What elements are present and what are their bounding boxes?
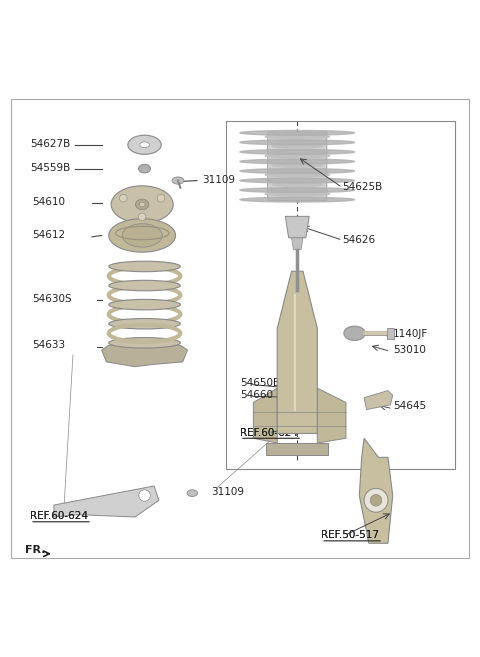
- Ellipse shape: [240, 178, 355, 183]
- Polygon shape: [277, 271, 317, 434]
- Polygon shape: [317, 388, 346, 443]
- Polygon shape: [360, 438, 393, 543]
- Text: 54612: 54612: [33, 231, 66, 240]
- Polygon shape: [253, 388, 277, 443]
- Ellipse shape: [344, 326, 365, 340]
- Polygon shape: [285, 216, 309, 238]
- Ellipse shape: [128, 135, 161, 154]
- Bar: [226, 121, 455, 469]
- Ellipse shape: [187, 490, 198, 497]
- Text: REF.60-624: REF.60-624: [30, 511, 88, 521]
- Ellipse shape: [109, 281, 180, 291]
- Ellipse shape: [135, 199, 149, 210]
- Ellipse shape: [265, 154, 329, 158]
- Bar: [266, 443, 328, 455]
- Ellipse shape: [240, 197, 355, 202]
- Text: REF.60-624: REF.60-624: [240, 428, 298, 438]
- Circle shape: [120, 194, 127, 202]
- Circle shape: [157, 194, 165, 202]
- Text: 54610: 54610: [33, 197, 65, 207]
- Polygon shape: [364, 390, 393, 409]
- Ellipse shape: [240, 159, 355, 164]
- Ellipse shape: [240, 188, 355, 193]
- Text: 54625B: 54625B: [343, 182, 383, 193]
- Circle shape: [138, 213, 146, 221]
- Circle shape: [370, 495, 382, 506]
- Ellipse shape: [240, 169, 355, 173]
- Polygon shape: [102, 345, 188, 367]
- FancyBboxPatch shape: [268, 132, 327, 200]
- Ellipse shape: [272, 164, 323, 167]
- Text: 54645: 54645: [393, 401, 426, 411]
- Ellipse shape: [109, 300, 180, 310]
- Text: 54630S: 54630S: [33, 294, 72, 304]
- Text: REF.50-517: REF.50-517: [321, 530, 379, 540]
- Ellipse shape: [240, 140, 355, 145]
- Text: 54627B: 54627B: [30, 139, 70, 149]
- Ellipse shape: [139, 164, 151, 173]
- Text: REF.50-517: REF.50-517: [321, 530, 379, 540]
- Ellipse shape: [272, 183, 323, 187]
- Ellipse shape: [272, 145, 323, 148]
- Ellipse shape: [109, 219, 176, 252]
- Ellipse shape: [140, 142, 149, 148]
- Ellipse shape: [265, 173, 329, 177]
- Circle shape: [364, 488, 388, 512]
- Ellipse shape: [109, 338, 180, 348]
- Text: 1140JF: 1140JF: [393, 329, 428, 339]
- Text: 54660: 54660: [240, 390, 273, 400]
- Text: REF.60-624: REF.60-624: [240, 428, 298, 438]
- Ellipse shape: [122, 224, 162, 247]
- Text: FR.: FR.: [25, 545, 46, 555]
- Polygon shape: [54, 486, 159, 517]
- Polygon shape: [291, 238, 303, 250]
- Text: 54650B: 54650B: [240, 378, 280, 388]
- Ellipse shape: [265, 135, 329, 139]
- Ellipse shape: [109, 261, 180, 272]
- Text: 31109: 31109: [211, 487, 244, 497]
- Ellipse shape: [265, 192, 329, 196]
- Text: 54633: 54633: [33, 340, 66, 350]
- Ellipse shape: [240, 131, 355, 135]
- Text: 54559B: 54559B: [30, 163, 70, 173]
- Text: 31109: 31109: [202, 175, 235, 185]
- Ellipse shape: [172, 177, 184, 184]
- Ellipse shape: [139, 202, 145, 207]
- Text: 53010: 53010: [393, 345, 426, 355]
- Bar: [387, 328, 394, 339]
- Text: REF.60-624: REF.60-624: [30, 511, 88, 521]
- Ellipse shape: [111, 186, 173, 223]
- Ellipse shape: [109, 319, 180, 329]
- Ellipse shape: [240, 150, 355, 154]
- Circle shape: [139, 490, 150, 501]
- Text: 54626: 54626: [343, 235, 376, 245]
